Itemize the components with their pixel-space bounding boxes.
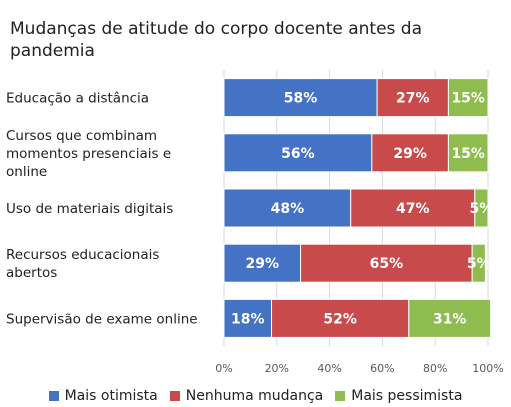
category-label: Recursos educacionais abertos bbox=[6, 247, 159, 281]
x-tick-label: 40% bbox=[317, 362, 341, 375]
data-label: 65% bbox=[370, 256, 404, 272]
legend-swatch bbox=[48, 391, 59, 401]
x-tick-label: 80% bbox=[423, 362, 447, 375]
category-label-line: Recursos educacionais bbox=[6, 247, 159, 263]
category-label-line: Supervisão de exame online bbox=[6, 311, 198, 327]
legend-label: Mais pessimista bbox=[351, 388, 463, 404]
x-tick-label: 100% bbox=[472, 362, 503, 375]
data-label: 18% bbox=[231, 311, 265, 327]
category-label: Supervisão de exame online bbox=[6, 311, 198, 327]
bar-segment bbox=[447, 133, 489, 173]
data-label: 47% bbox=[396, 201, 430, 217]
x-tick-label: 60% bbox=[370, 362, 394, 375]
legend-label: Nenhuma mudança bbox=[185, 388, 324, 404]
category-label: Uso de materiais digitais bbox=[6, 201, 173, 217]
bar-segment bbox=[271, 298, 410, 338]
data-label: 5% bbox=[470, 201, 494, 217]
bar-segment bbox=[474, 188, 489, 228]
x-tick-label: 0% bbox=[215, 362, 232, 375]
legend: Mais otimista Nenhuma mudança Mais pessimi… bbox=[0, 386, 511, 406]
legend-item: Nenhuma mudança bbox=[169, 386, 324, 406]
category-label-line: Educação a distância bbox=[6, 91, 149, 107]
category-label-line: abertos bbox=[6, 265, 57, 281]
bar-segment bbox=[223, 78, 378, 118]
legend-swatch bbox=[169, 391, 180, 401]
legend-item: Mais otimista bbox=[48, 386, 158, 406]
bar-segment bbox=[350, 188, 476, 228]
data-label: 52% bbox=[323, 311, 357, 327]
legend-label: Mais otimista bbox=[64, 388, 158, 404]
data-label: 48% bbox=[271, 201, 305, 217]
category-label-line: momentos presenciais e bbox=[6, 146, 171, 162]
data-label: 15% bbox=[451, 146, 485, 162]
bar-segment bbox=[223, 298, 273, 338]
data-label: 58% bbox=[284, 91, 318, 107]
data-label: 27% bbox=[396, 91, 430, 107]
category-label: Educação a distância bbox=[6, 91, 149, 107]
category-label-line: Uso de materiais digitais bbox=[6, 201, 173, 217]
category-label-line: Cursos que combinam bbox=[6, 128, 157, 144]
x-tick-label: 20% bbox=[265, 362, 289, 375]
legend-swatch bbox=[335, 391, 346, 401]
data-label: 31% bbox=[433, 311, 467, 327]
data-label: 56% bbox=[281, 146, 315, 162]
data-label: 15% bbox=[451, 91, 485, 107]
bar-segment bbox=[408, 298, 492, 338]
bar-segment bbox=[447, 78, 489, 118]
bar-segment bbox=[471, 243, 486, 283]
bar-segment bbox=[300, 243, 473, 283]
data-label: 29% bbox=[246, 256, 280, 272]
category-label: Cursos que combinam momentos presenciais … bbox=[6, 128, 171, 180]
category-label-line: online bbox=[6, 164, 47, 180]
data-label: 5% bbox=[467, 256, 491, 272]
data-label: 29% bbox=[393, 146, 427, 162]
chart-title: Mudanças de atitude do corpo docente ant… bbox=[10, 19, 423, 61]
legend-item: Mais pessimista bbox=[335, 386, 462, 406]
bar-segment bbox=[376, 78, 449, 118]
bar-segment bbox=[223, 133, 373, 173]
